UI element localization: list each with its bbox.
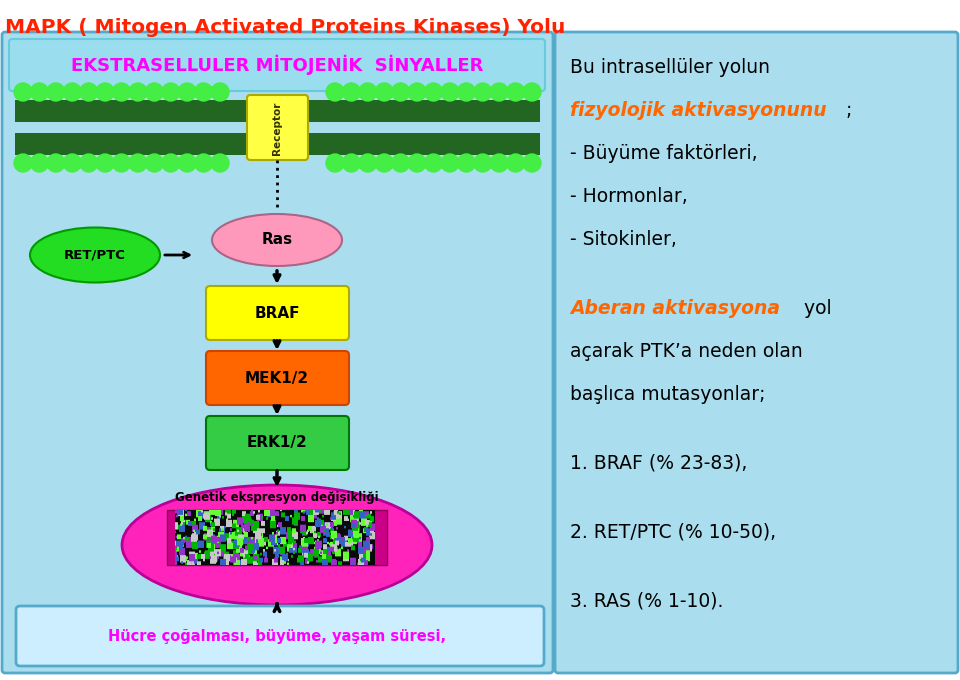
Circle shape xyxy=(145,83,163,101)
Circle shape xyxy=(523,154,541,172)
Text: Aberan aktivasyona: Aberan aktivasyona xyxy=(570,299,780,318)
Circle shape xyxy=(408,154,426,172)
Circle shape xyxy=(424,154,443,172)
Text: Genetik ekspresyon değişikliği: Genetik ekspresyon değişikliği xyxy=(175,491,379,504)
Circle shape xyxy=(112,83,131,101)
Circle shape xyxy=(195,154,212,172)
FancyBboxPatch shape xyxy=(555,32,958,673)
Text: - Büyüme faktörleri,: - Büyüme faktörleri, xyxy=(570,144,757,163)
Text: Hücre çoğalması, büyüme, yaşam süresi,: Hücre çoğalması, büyüme, yaşam süresi, xyxy=(108,628,446,643)
Circle shape xyxy=(457,83,475,101)
FancyBboxPatch shape xyxy=(9,39,545,91)
Text: - Hormonlar,: - Hormonlar, xyxy=(570,187,687,206)
Circle shape xyxy=(359,154,377,172)
Circle shape xyxy=(47,154,65,172)
Circle shape xyxy=(441,83,459,101)
Circle shape xyxy=(326,83,344,101)
Circle shape xyxy=(14,154,32,172)
FancyBboxPatch shape xyxy=(2,32,553,673)
Circle shape xyxy=(392,154,410,172)
Text: BRAF: BRAF xyxy=(254,305,300,320)
Circle shape xyxy=(392,83,410,101)
Circle shape xyxy=(375,83,394,101)
Circle shape xyxy=(179,154,196,172)
Circle shape xyxy=(457,154,475,172)
Circle shape xyxy=(96,154,114,172)
Text: yol: yol xyxy=(792,299,831,318)
Circle shape xyxy=(473,154,492,172)
FancyBboxPatch shape xyxy=(16,606,544,666)
Circle shape xyxy=(145,154,163,172)
Circle shape xyxy=(211,154,229,172)
Circle shape xyxy=(343,154,360,172)
Circle shape xyxy=(343,83,360,101)
Text: açarak PTK’a neden olan: açarak PTK’a neden olan xyxy=(570,342,803,361)
Circle shape xyxy=(63,83,82,101)
Circle shape xyxy=(359,83,377,101)
Circle shape xyxy=(162,154,180,172)
Text: EKSTRASELLULER MİTOJENİK  SİNYALLER: EKSTRASELLULER MİTOJENİK SİNYALLER xyxy=(71,55,483,75)
Circle shape xyxy=(491,83,508,101)
Circle shape xyxy=(162,83,180,101)
Circle shape xyxy=(375,154,394,172)
Text: Ras: Ras xyxy=(261,233,293,248)
Circle shape xyxy=(112,154,131,172)
Circle shape xyxy=(31,154,48,172)
Ellipse shape xyxy=(30,228,160,282)
FancyBboxPatch shape xyxy=(247,95,308,160)
Text: MEK1/2: MEK1/2 xyxy=(245,371,309,386)
Circle shape xyxy=(80,83,98,101)
Circle shape xyxy=(129,154,147,172)
Text: fizyolojik aktivasyonunu: fizyolojik aktivasyonunu xyxy=(570,101,827,120)
Circle shape xyxy=(129,83,147,101)
FancyBboxPatch shape xyxy=(15,100,540,122)
Ellipse shape xyxy=(212,214,342,266)
Circle shape xyxy=(326,154,344,172)
Text: RET/PTC: RET/PTC xyxy=(64,248,126,262)
Circle shape xyxy=(63,154,82,172)
Circle shape xyxy=(195,83,212,101)
Circle shape xyxy=(96,83,114,101)
FancyBboxPatch shape xyxy=(206,286,349,340)
Text: başlıca mutasyonlar;: başlıca mutasyonlar; xyxy=(570,385,765,404)
Text: 3. RAS (% 1-10).: 3. RAS (% 1-10). xyxy=(570,591,724,610)
Circle shape xyxy=(31,83,48,101)
Text: MAPK ( Mitogen Activated Proteins Kinases) Yolu: MAPK ( Mitogen Activated Proteins Kinase… xyxy=(5,18,565,37)
FancyBboxPatch shape xyxy=(206,351,349,405)
Circle shape xyxy=(80,154,98,172)
Text: ;: ; xyxy=(840,101,852,120)
FancyBboxPatch shape xyxy=(15,133,540,155)
Text: 1. BRAF (% 23-83),: 1. BRAF (% 23-83), xyxy=(570,454,748,473)
Text: ERK1/2: ERK1/2 xyxy=(247,435,307,450)
FancyBboxPatch shape xyxy=(206,416,349,470)
Circle shape xyxy=(179,83,196,101)
Text: Bu intrasellüler yolun: Bu intrasellüler yolun xyxy=(570,58,770,77)
Circle shape xyxy=(491,154,508,172)
Circle shape xyxy=(47,83,65,101)
Text: Receptor: Receptor xyxy=(272,101,282,154)
Circle shape xyxy=(507,154,524,172)
Circle shape xyxy=(14,83,32,101)
Circle shape xyxy=(441,154,459,172)
Circle shape xyxy=(523,83,541,101)
Text: - Sitokinler,: - Sitokinler, xyxy=(570,230,677,249)
Circle shape xyxy=(473,83,492,101)
Text: 2. RET/PTC (% 10-50),: 2. RET/PTC (% 10-50), xyxy=(570,522,776,541)
FancyBboxPatch shape xyxy=(167,510,387,565)
Circle shape xyxy=(408,83,426,101)
Circle shape xyxy=(424,83,443,101)
Circle shape xyxy=(211,83,229,101)
Circle shape xyxy=(507,83,524,101)
Ellipse shape xyxy=(122,485,432,605)
